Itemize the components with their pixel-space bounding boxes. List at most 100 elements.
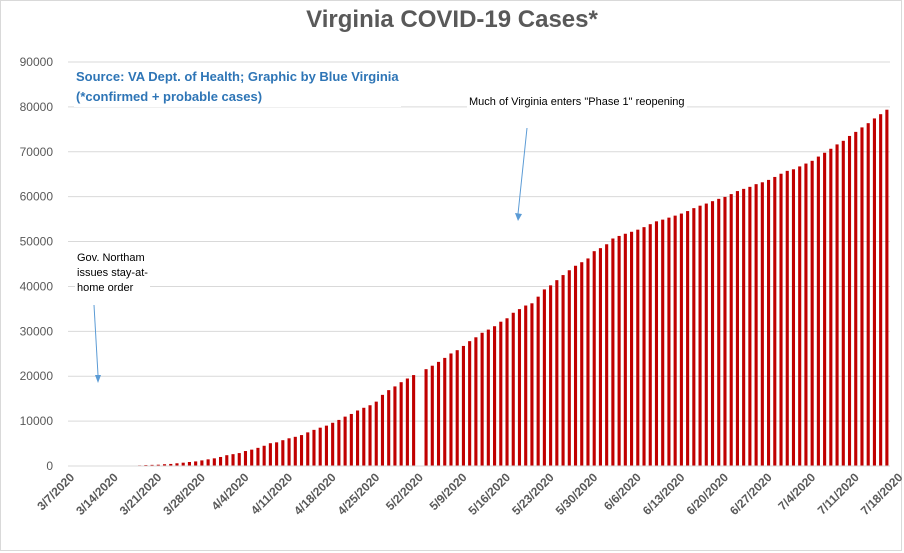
bar: [810, 160, 814, 466]
bar: [611, 238, 615, 466]
bar: [474, 337, 478, 466]
bar: [362, 407, 366, 466]
bar: [368, 405, 372, 466]
bar: [256, 447, 260, 466]
bar: [499, 321, 503, 466]
bar: [480, 332, 484, 466]
bar: [493, 326, 497, 466]
source-line-2: (*confirmed + probable cases): [76, 89, 263, 104]
bar: [511, 312, 515, 466]
bar: [679, 213, 683, 466]
bar: [636, 229, 640, 466]
y-tick-label: 70000: [20, 145, 54, 159]
x-tick-label: 7/4/2020: [775, 470, 818, 513]
bar: [212, 458, 216, 466]
bar: [592, 251, 596, 466]
annotation-arrows: [93, 127, 528, 383]
bar: [380, 394, 385, 466]
bar: [642, 227, 646, 466]
bar: [162, 464, 167, 466]
bar: [524, 305, 528, 466]
bar: [767, 179, 771, 466]
bar: [860, 127, 864, 466]
bar: [175, 463, 179, 466]
northam-line-1: Gov. Northam: [77, 252, 145, 264]
bar: [617, 235, 621, 466]
bar: [443, 357, 447, 466]
bar: [517, 309, 522, 466]
bar: [194, 461, 198, 466]
bar: [804, 163, 808, 466]
bar: [717, 198, 721, 466]
bar: [243, 451, 248, 466]
bar: [468, 341, 472, 466]
y-tick-label: 50000: [20, 235, 54, 249]
bar: [169, 463, 173, 466]
bar: [505, 318, 509, 466]
x-tick-label: 4/18/2020: [291, 470, 339, 518]
bar: [299, 435, 304, 466]
bar: [449, 353, 453, 466]
bar: [181, 462, 185, 466]
bar: [555, 280, 559, 466]
bar: [405, 378, 409, 466]
bar: [455, 350, 459, 466]
y-tick-label: 10000: [20, 414, 54, 428]
bar: [461, 345, 465, 466]
bar: [374, 401, 378, 466]
bar: [549, 285, 553, 466]
bar: [343, 416, 347, 466]
bar: [275, 442, 279, 466]
x-tick-label: 4/25/2020: [335, 470, 383, 518]
bar: [791, 169, 796, 466]
y-tick-label: 60000: [20, 190, 54, 204]
bar: [561, 275, 565, 466]
bar-series: [69, 109, 889, 467]
x-tick-label: 5/9/2020: [427, 470, 470, 513]
bar: [829, 148, 833, 466]
bar: [598, 248, 602, 466]
bar: [356, 410, 360, 466]
bar: [250, 449, 254, 466]
bar: [661, 219, 665, 466]
phase1-arrow-head: [515, 213, 522, 221]
x-tick-label: 3/21/2020: [117, 470, 165, 518]
northam-line-2: issues stay-at-: [77, 267, 148, 279]
bar: [779, 173, 783, 467]
bar: [436, 361, 441, 466]
bar: [866, 123, 870, 467]
bar: [567, 270, 571, 466]
bar: [150, 464, 154, 466]
bar: [573, 265, 578, 466]
bar: [586, 258, 590, 466]
bar: [785, 170, 789, 467]
y-axis-tick-labels: 0 10000 20000 30000 40000 50000 60000 70000 8000…: [20, 55, 54, 473]
northam-line-3: home order: [77, 282, 134, 294]
bar: [841, 140, 845, 466]
x-tick-label: 3/28/2020: [160, 470, 208, 518]
bar: [605, 244, 609, 466]
bar: [399, 382, 403, 466]
bar: [387, 390, 391, 466]
bar: [823, 152, 827, 466]
bar: [156, 464, 160, 466]
bar: [206, 459, 210, 466]
bar: [854, 131, 858, 466]
bar: [237, 453, 241, 466]
y-tick-label: 0: [46, 459, 53, 473]
bar: [623, 233, 627, 466]
source-annotation: Source: VA Dept. of Health; Graphic by B…: [74, 67, 401, 107]
bar: [760, 182, 764, 467]
bar: [268, 443, 272, 466]
bar: [879, 114, 883, 467]
bar: [710, 201, 715, 466]
bar: [735, 191, 739, 466]
bar: [306, 432, 310, 466]
bar: [324, 425, 328, 466]
bar: [337, 419, 341, 466]
bar: [293, 436, 297, 466]
bar: [630, 231, 634, 466]
x-tick-label: 3/7/2020: [34, 470, 77, 513]
x-tick-label: 5/23/2020: [509, 470, 557, 518]
